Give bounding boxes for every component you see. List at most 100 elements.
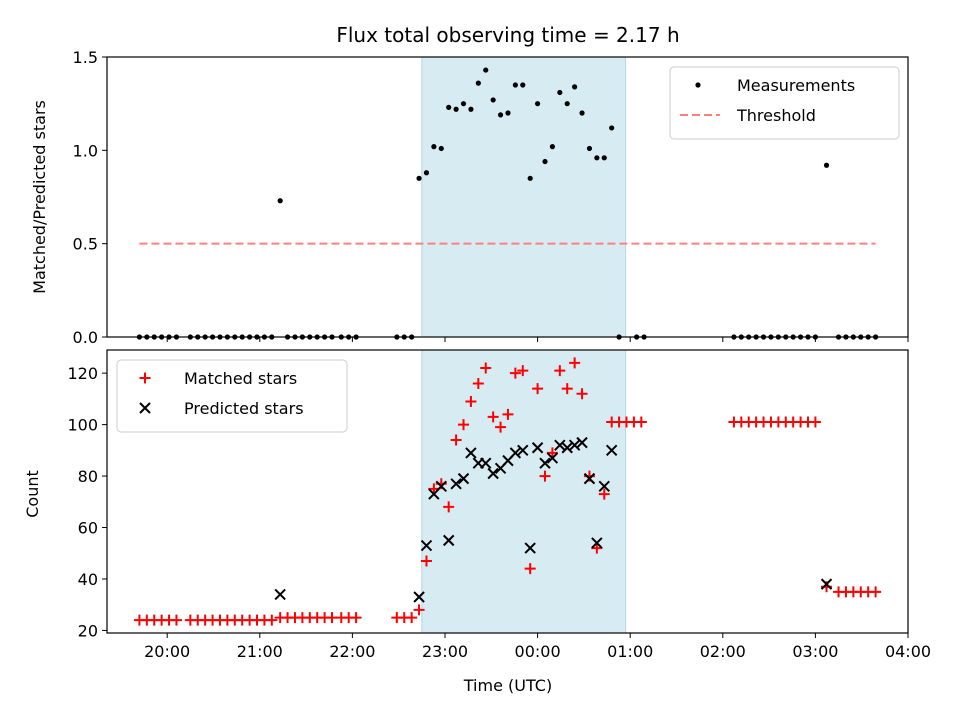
data-point — [502, 408, 514, 420]
data-point — [475, 80, 481, 86]
data-point — [435, 480, 447, 493]
data-point — [542, 158, 548, 165]
data-point — [598, 488, 610, 500]
observing-window-shade — [421, 349, 627, 634]
data-point — [583, 472, 596, 485]
data-point — [870, 586, 882, 598]
axes-frame — [106, 56, 909, 338]
data-point — [512, 82, 518, 88]
data-point — [557, 89, 563, 96]
data-point — [569, 357, 581, 369]
data-point — [480, 457, 492, 469]
data-point — [554, 365, 566, 377]
x-tick-label: 22:00 — [329, 642, 375, 661]
x-tick-label: 01:00 — [607, 642, 653, 661]
data-point — [527, 175, 533, 181]
data-point — [468, 106, 474, 112]
y-tick-label: 0.0 — [73, 328, 98, 347]
legend-label: Threshold — [736, 106, 816, 125]
legend-swatch — [139, 372, 151, 384]
data-point — [532, 383, 544, 395]
data-point — [465, 395, 477, 407]
data-point — [266, 614, 278, 626]
data-point — [591, 542, 603, 554]
data-point — [423, 170, 430, 176]
data-point — [561, 442, 573, 454]
data-point — [472, 377, 484, 389]
data-point — [598, 480, 610, 493]
data-point — [520, 82, 526, 88]
data-point — [413, 591, 425, 603]
x-tick-label: 04:00 — [885, 642, 931, 661]
data-point — [495, 421, 507, 433]
x-tick-label: 21:00 — [237, 642, 283, 661]
data-point — [457, 472, 470, 485]
data-point — [579, 110, 585, 116]
data-point — [561, 383, 573, 395]
data-point — [438, 145, 444, 152]
legend-swatch — [695, 82, 701, 88]
data-point — [823, 162, 830, 168]
chart-title: Flux total observing time = 2.17 h — [336, 23, 679, 47]
data-point — [586, 145, 593, 152]
data-point — [564, 101, 570, 107]
data-point — [460, 101, 467, 107]
data-point — [576, 436, 588, 449]
data-point — [446, 104, 452, 110]
x-tick-label: 00:00 — [515, 642, 561, 661]
data-point — [517, 444, 529, 457]
data-point — [413, 604, 425, 616]
legend: Measurements Threshold — [669, 66, 900, 140]
data-point — [576, 388, 588, 400]
axes-frame — [106, 349, 909, 634]
data-point — [524, 563, 536, 575]
data-point — [420, 539, 433, 552]
legend-box — [669, 66, 900, 140]
data-point — [820, 578, 833, 590]
data-point — [609, 125, 615, 131]
series-matched-stars — [133, 357, 882, 626]
data-point — [458, 419, 470, 431]
data-point — [450, 478, 462, 490]
data-point — [635, 416, 647, 428]
data-point — [594, 155, 600, 161]
legend-label: Predicted stars — [184, 399, 304, 418]
legend: Matched stars Predicted stars — [116, 359, 348, 433]
data-point — [406, 612, 418, 624]
x-axis-label: Time (UTC) — [463, 676, 552, 695]
legend-label: Matched stars — [184, 369, 297, 388]
bottom-y-axis-label: Count — [23, 470, 42, 518]
data-point — [420, 555, 432, 567]
data-point — [601, 155, 607, 161]
data-point — [483, 67, 489, 73]
data-point — [524, 542, 536, 554]
legend-label: Measurements — [737, 76, 855, 95]
data-point — [497, 112, 504, 118]
data-point — [517, 365, 529, 377]
y-tick-label: 1.5 — [73, 48, 98, 67]
x-tick-label: 02:00 — [700, 642, 746, 661]
data-point — [416, 175, 422, 181]
y-tick-label: 60 — [78, 519, 98, 538]
data-point — [549, 144, 556, 150]
y-tick-label: 80 — [78, 467, 98, 486]
data-point — [554, 439, 566, 451]
data-point — [274, 588, 286, 601]
data-point — [326, 612, 338, 624]
y-tick-label: 20 — [78, 621, 98, 640]
data-point — [465, 447, 477, 459]
data-point — [431, 144, 437, 150]
data-point — [809, 416, 821, 428]
data-point — [568, 439, 581, 451]
data-point — [487, 411, 499, 423]
data-point — [490, 97, 496, 103]
data-point — [487, 467, 499, 480]
data-point — [443, 501, 455, 513]
series-predicted-stars — [274, 436, 833, 603]
bottom-panel: 20 40 60 80 100 120 20:00 21:00 22:00 23:00 00:00 0… — [67, 349, 931, 661]
data-point — [505, 110, 511, 116]
data-point — [350, 612, 362, 624]
data-point — [546, 452, 559, 464]
y-tick-label: 1.0 — [73, 141, 98, 160]
